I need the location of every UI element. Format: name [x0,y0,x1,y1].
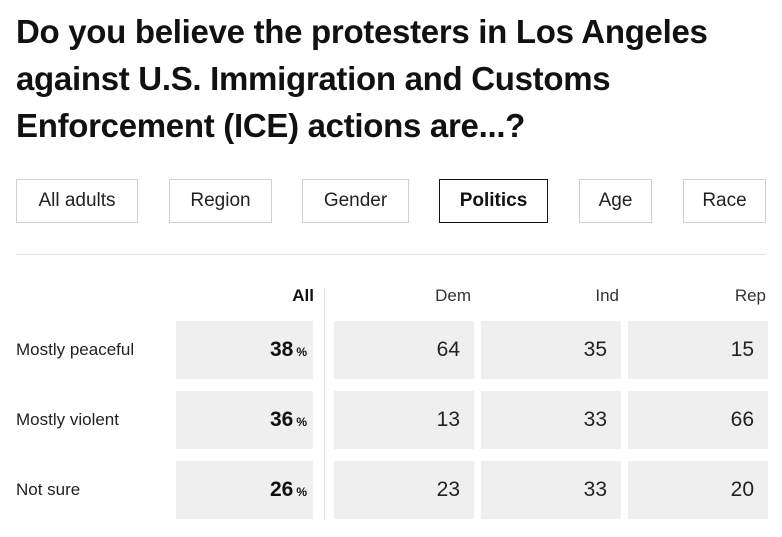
cell-mostly-peaceful-dem: 64 [334,321,474,379]
value-mostly-violent-dem: 13 [436,408,460,431]
column-header-rep: Rep [734,286,766,305]
cell-mostly-violent-all: 36% [176,391,313,449]
value-mostly-violent-rep: 66 [730,408,754,431]
value-not-sure-dem: 23 [436,478,460,501]
tab-gender[interactable]: Gender [302,179,409,223]
value-not-sure-ind: 33 [583,478,607,501]
cell-not-sure-ind: 33 [481,461,621,519]
cell-not-sure-rep: 20 [628,461,768,519]
column-header-dem: Dem [435,286,471,305]
tab-all-adults[interactable]: All adults [16,179,138,223]
cell-mostly-peaceful-all: 38% [176,321,313,379]
column-header-ind: Ind [595,286,619,305]
value-mostly-peaceful-all: 38 [269,338,294,361]
value-not-sure-rep: 20 [730,478,754,501]
value-not-sure-all: 26 [269,478,294,501]
tab-age[interactable]: Age [579,179,652,223]
question-title: Do you believe the protesters in Los Ang… [16,13,708,144]
value-mostly-violent-ind: 33 [583,408,607,431]
tab-politics[interactable]: Politics [439,179,548,223]
cell-mostly-violent-dem: 13 [334,391,474,449]
cell-mostly-peaceful-rep: 15 [628,321,768,379]
percent-sign: % [296,485,307,499]
value-mostly-peaceful-dem: 64 [436,338,460,361]
column-header-all: All [292,286,314,305]
percent-sign: % [296,345,307,359]
row-label-mostly-peaceful: Mostly peaceful [16,340,135,359]
value-mostly-peaceful-rep: 15 [730,338,754,361]
cell-mostly-violent-ind: 33 [481,391,621,449]
tab-race[interactable]: Race [683,179,766,223]
section-divider [16,254,766,255]
cell-mostly-peaceful-ind: 35 [481,321,621,379]
cell-not-sure-all: 26% [176,461,313,519]
value-mostly-peaceful-ind: 35 [583,338,607,361]
row-label-mostly-violent: Mostly violent [16,410,119,429]
cell-mostly-violent-rep: 66 [628,391,768,449]
cell-not-sure-dem: 23 [334,461,474,519]
all-column-separator [324,288,325,520]
tab-region[interactable]: Region [169,179,272,223]
percent-sign: % [296,415,307,429]
value-mostly-violent-all: 36 [269,408,294,431]
row-label-not-sure: Not sure [16,480,81,499]
